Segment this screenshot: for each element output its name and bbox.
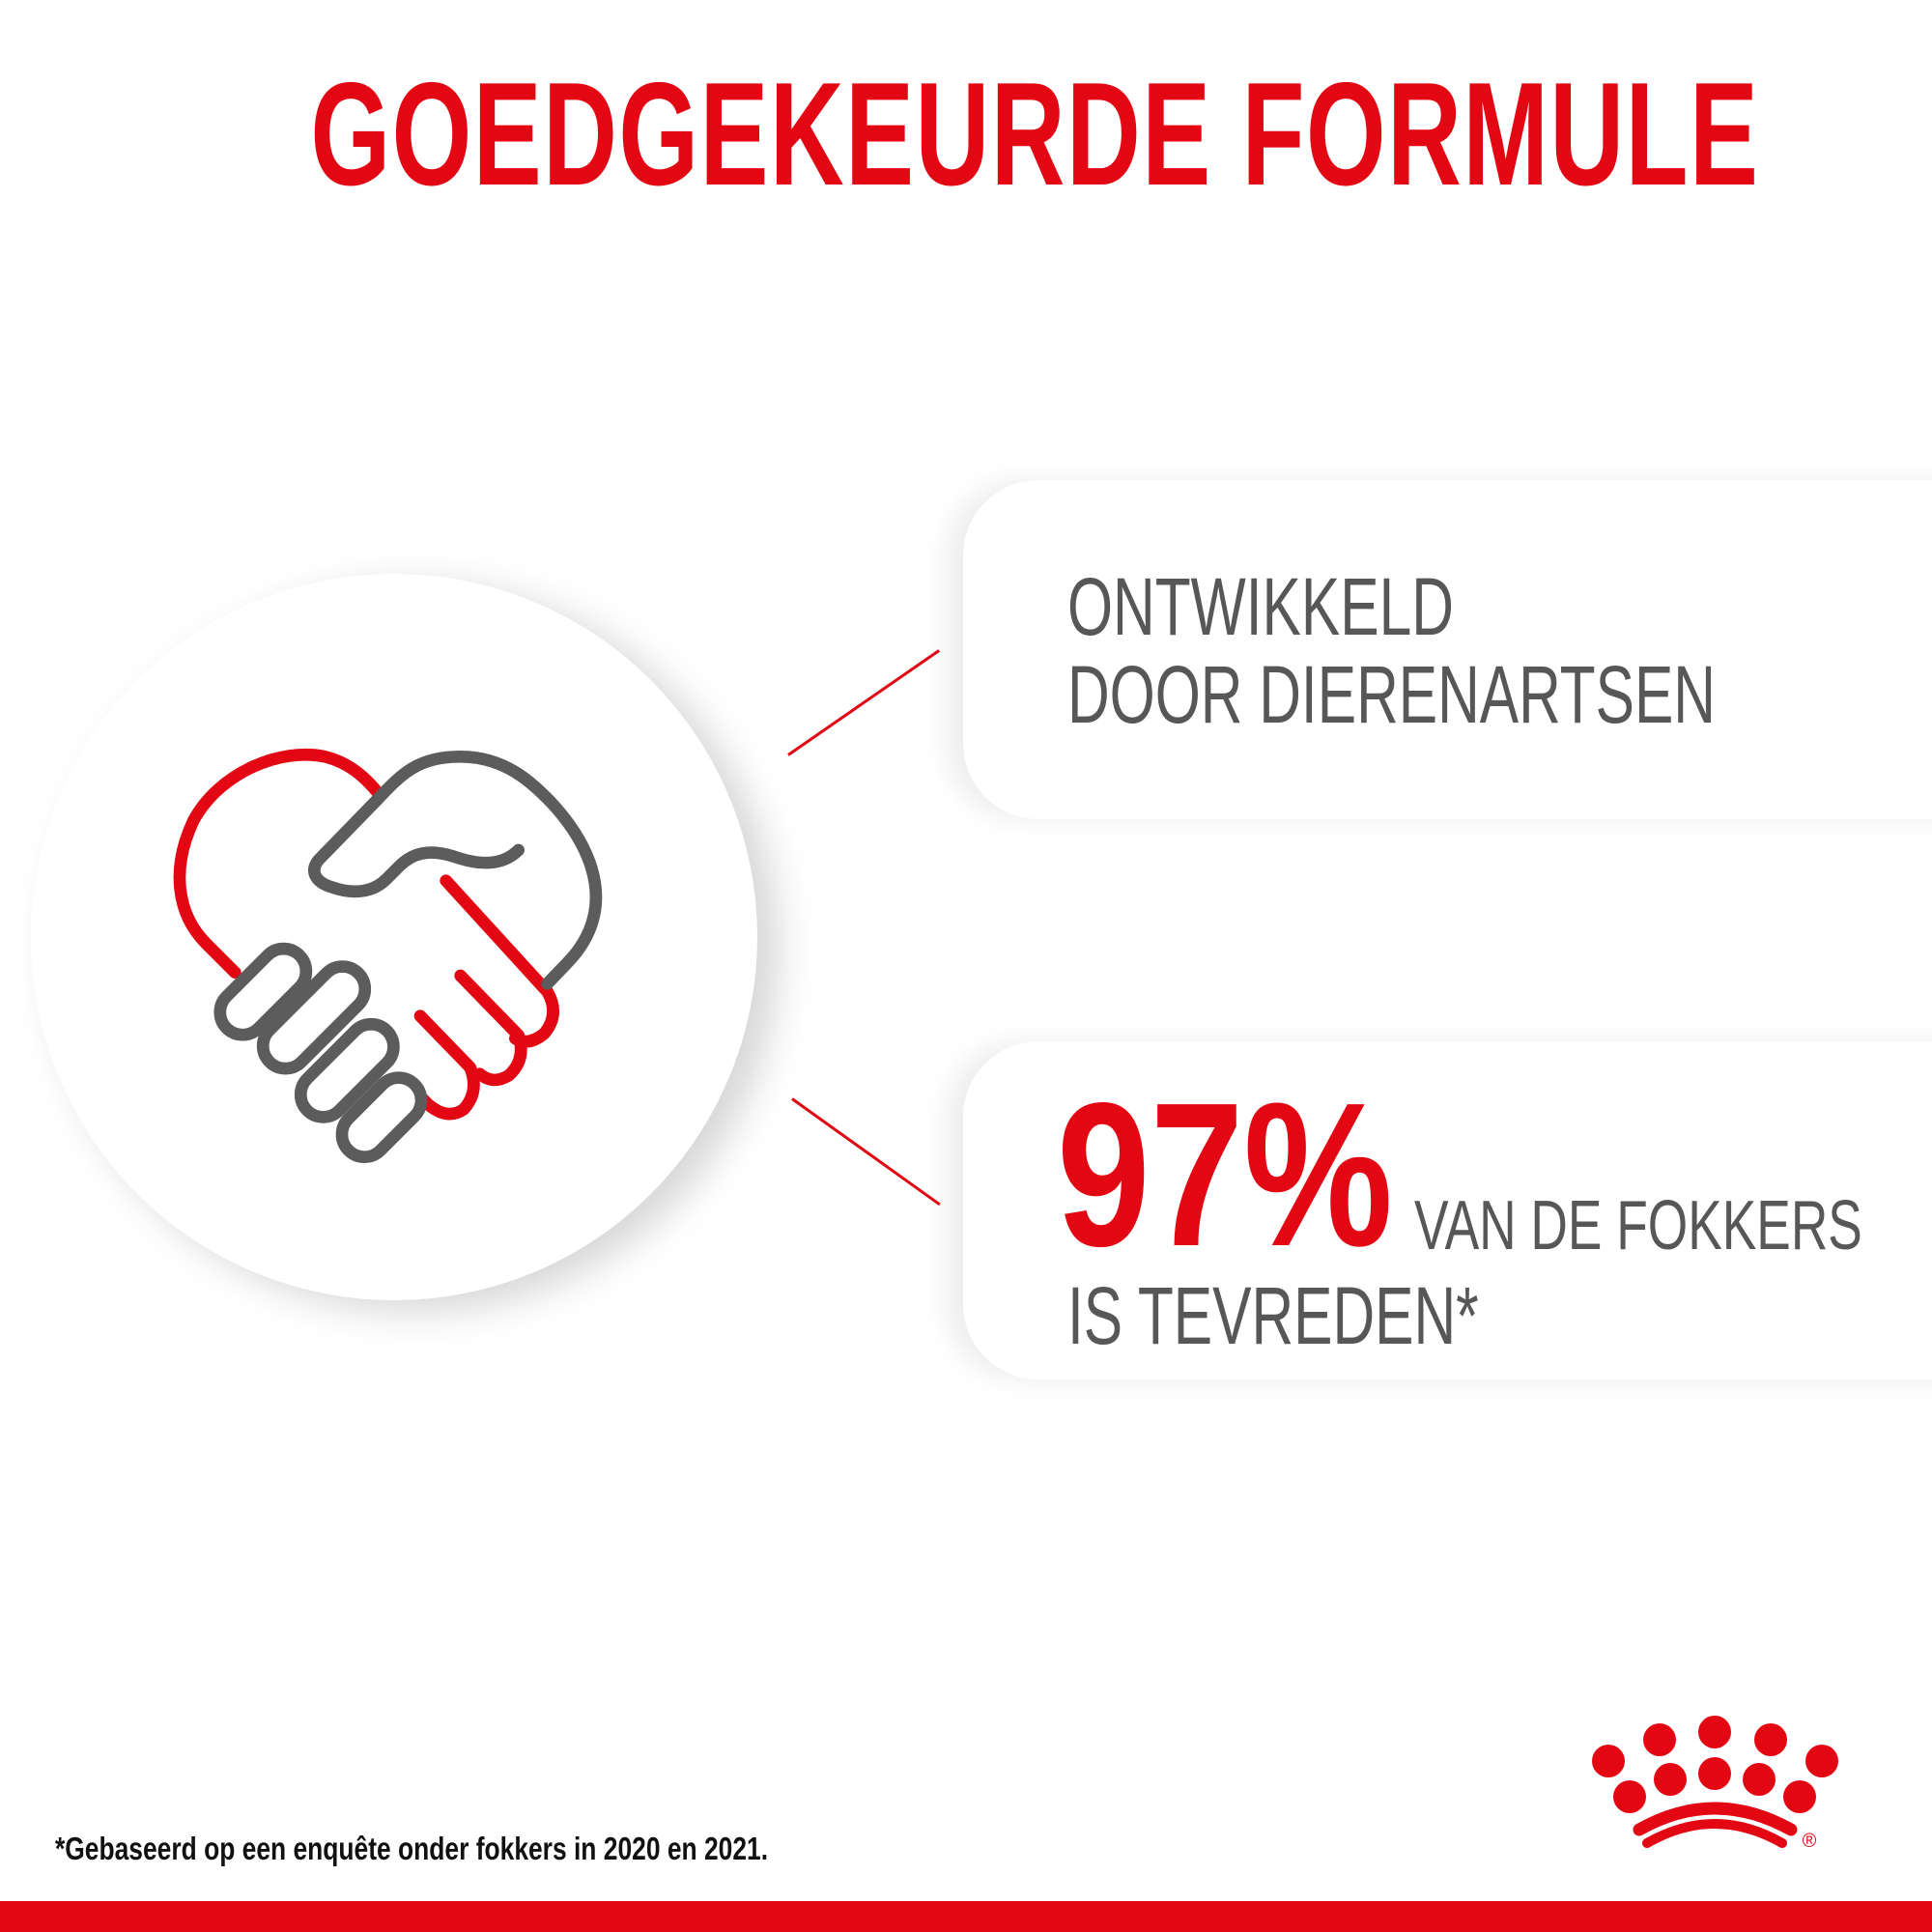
connector-line-1: [787, 649, 941, 756]
card1-line1: ONTWIKKELD: [1067, 561, 1454, 652]
page-title: GOEDGEKEURDE FORMULE: [0, 50, 1932, 219]
card2-line2: IS TEVREDEN*: [1067, 1270, 1479, 1361]
title-text: GOEDGEKEURDE FORMULE: [310, 52, 1760, 216]
card1-line2: DOOR DIERENARTSEN: [1067, 649, 1716, 740]
vet-developed-card: [963, 480, 1932, 819]
satisfaction-card: [963, 1041, 1932, 1379]
crown-logo-icon: ®: [1592, 1716, 1838, 1852]
card2-line1: VAN DE FOKKERS: [1414, 1187, 1862, 1264]
footnote: *Gebaseerd op een enquête onder fokkers …: [55, 1831, 769, 1866]
bottom-brand-bar: [0, 1901, 1932, 1932]
connector-line-2: [791, 1097, 941, 1207]
icon-circle: [31, 574, 757, 1300]
satisfaction-percent: 97%: [1057, 1060, 1393, 1289]
registered-mark: ®: [1803, 1831, 1817, 1852]
handshake-heart-icon: [173, 748, 603, 1164]
